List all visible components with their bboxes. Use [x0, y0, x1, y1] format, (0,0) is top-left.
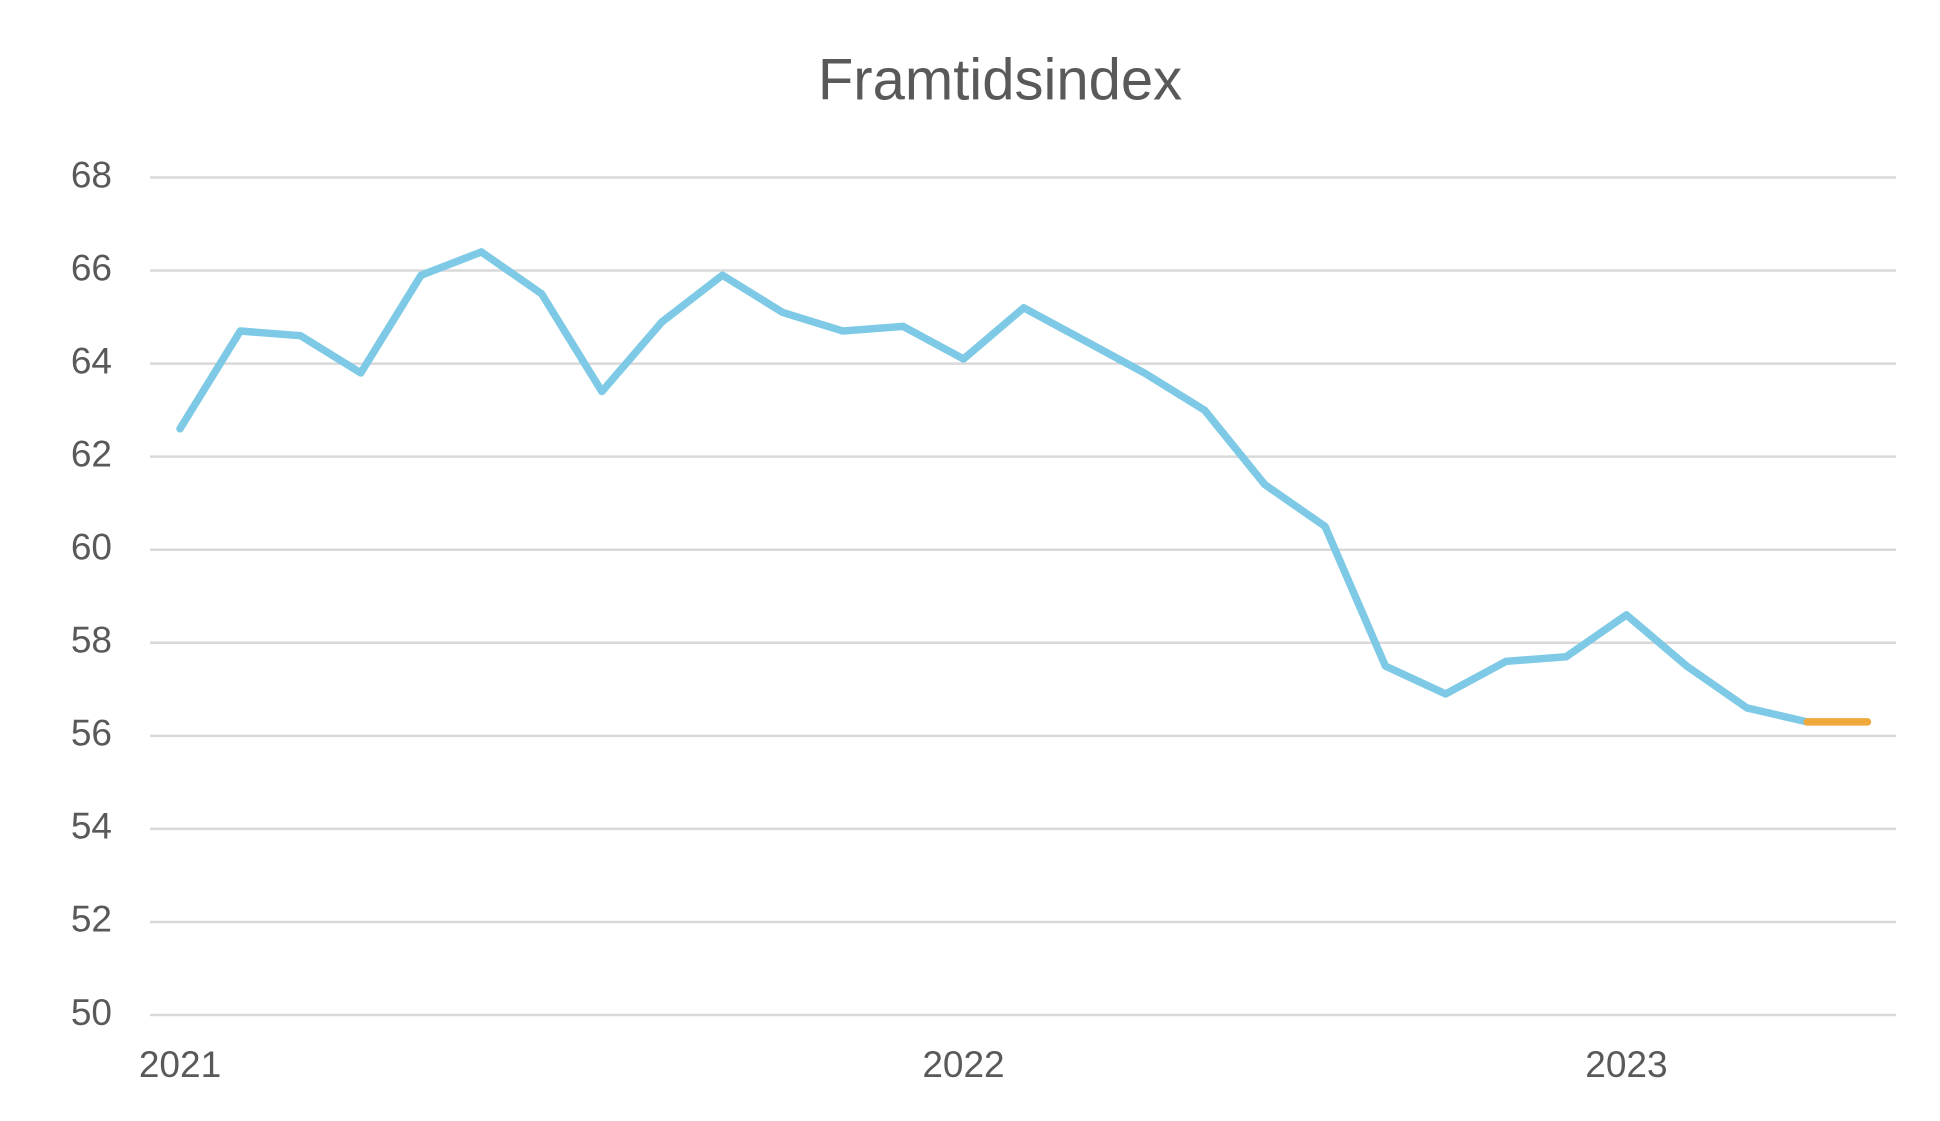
x-tick-label: 2022 — [922, 1044, 1004, 1085]
chart-title: Framtidsindex — [818, 47, 1182, 112]
y-tick-label: 52 — [71, 899, 112, 940]
y-tick-label: 54 — [71, 806, 112, 847]
x-tick-label: 2023 — [1585, 1044, 1667, 1085]
line-series — [176, 248, 1811, 726]
y-tick-label: 62 — [71, 433, 112, 474]
y-tick-label: 68 — [71, 154, 112, 195]
y-tick-label: 64 — [71, 340, 112, 381]
y-tick-label: 50 — [71, 992, 112, 1033]
y-tick-label: 58 — [71, 620, 112, 661]
y-tick-label: 66 — [71, 247, 112, 288]
y-tick-label: 60 — [71, 527, 112, 568]
x-tick-label: 2021 — [139, 1044, 221, 1085]
y-tick-label: 56 — [71, 713, 112, 754]
